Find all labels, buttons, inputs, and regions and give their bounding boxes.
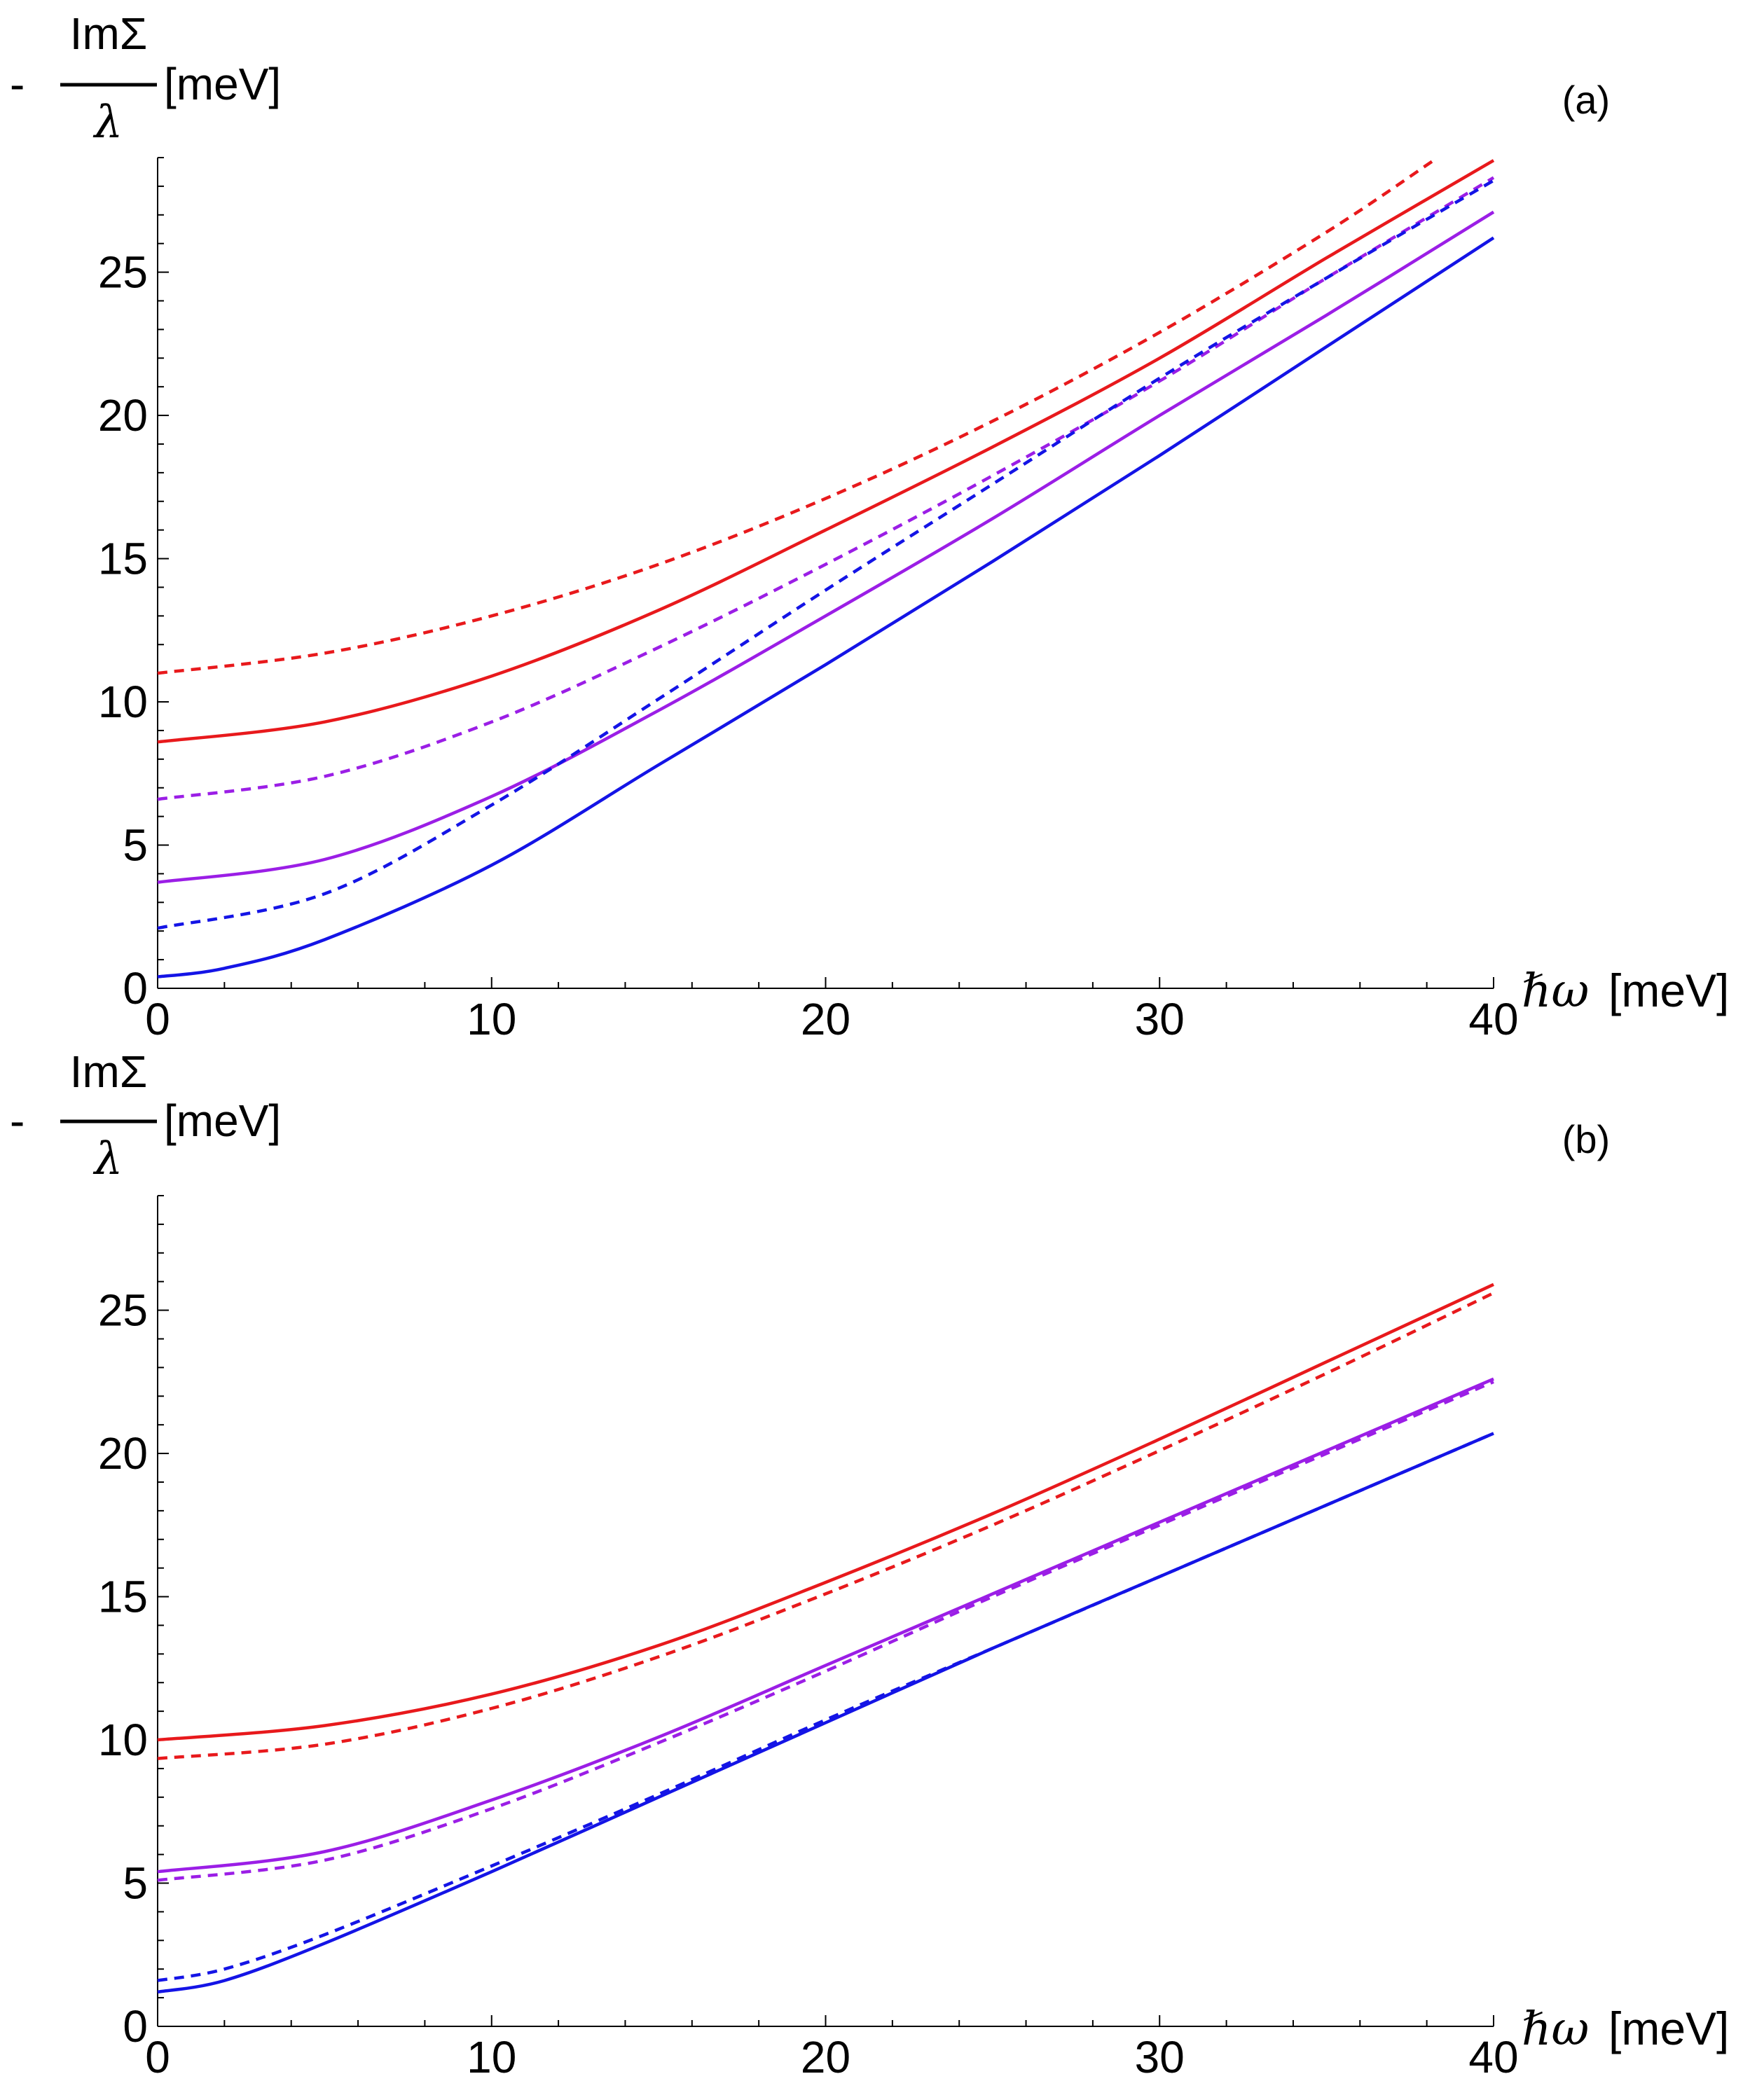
panel-b-xlabel-symbol: ℏω: [1522, 2002, 1589, 2056]
panel-b-y-tick-label: 25: [98, 1285, 148, 1336]
panel-b-x-tick-label: 40: [1468, 2032, 1518, 2082]
panel-a-x-tick-labels: 0 10 20 30 40: [145, 994, 1518, 1044]
panel-b-y-tick-labels: 0 5 10 15 20 25: [98, 1285, 148, 2052]
panel-a-y-tick-label: 10: [98, 677, 148, 727]
panel-b-blue-dashed-line: [157, 1432, 1494, 1982]
panel-a-y-tick-labels: 0 5 10 15 20 25: [98, 247, 148, 1014]
panel-b-blue-solid-line: [157, 1432, 1494, 1994]
panel-b-series: [157, 1282, 1494, 1994]
panel-b-red-solid-line: [157, 1282, 1494, 1742]
panel-a-x-tick-label: 40: [1468, 994, 1518, 1044]
panel-b-label: (b): [1562, 1117, 1610, 1161]
panel-a-red-dashed-line: [157, 159, 1435, 675]
panel-a-x-tick-label: 10: [467, 994, 516, 1044]
panel-b-x-tick-label: 10: [467, 2032, 516, 2082]
panel-b-y-tick-label: 20: [98, 1428, 148, 1479]
panel-a-xlabel: ℏω [meV]: [1522, 964, 1729, 1018]
panel-a-y-tick-label: 25: [98, 247, 148, 298]
panel-b-y-tick-label: 15: [98, 1572, 148, 1622]
panel-b-x-tick-label: 20: [801, 2032, 850, 2082]
panel-a-ticks: [157, 157, 1494, 989]
panel-a-xlabel-symbol: ℏω: [1522, 964, 1589, 1018]
panel-a-purple-dashed-line: [157, 176, 1495, 801]
panel-a-blue-dashed-line: [157, 179, 1495, 930]
panel-a-xlabel-unit: [meV]: [1608, 964, 1729, 1016]
panel-b-xlabel-unit: [meV]: [1608, 2003, 1729, 2054]
panel-b-x-tick-label: 0: [145, 2032, 170, 2082]
panel-b-ylabel: - ImΣ λ [meV]: [10, 1046, 281, 1185]
panel-a-ylabel-denominator: λ: [92, 97, 123, 148]
panel-a-purple-solid-line: [157, 210, 1495, 884]
panel-a-y-tick-label: 15: [98, 534, 148, 584]
panel-a-ylabel-sign: -: [10, 59, 25, 109]
panel-b-y-tick-label: 10: [98, 1715, 148, 1765]
panel-b-ylabel-unit: [meV]: [164, 1095, 281, 1146]
panel-a-ylabel-numerator: ImΣ: [70, 8, 148, 59]
panel-b: - ImΣ λ [meV] (b) 0 10 20 30 40 0 5: [10, 1046, 1729, 2082]
panel-a: - ImΣ λ [meV] (a) 0 10 20 30 40: [10, 8, 1729, 1044]
panel-a-x-tick-label: 0: [145, 994, 170, 1044]
panel-a-red-solid-line: [157, 159, 1495, 744]
panel-b-x-tick-labels: 0 10 20 30 40: [145, 2032, 1518, 2082]
panel-a-y-tick-label: 0: [123, 963, 148, 1014]
panel-b-ylabel-denominator: λ: [92, 1133, 123, 1185]
panel-a-x-tick-label: 20: [801, 994, 850, 1044]
panel-b-ylabel-sign: -: [10, 1095, 25, 1146]
panel-a-y-tick-label: 5: [123, 820, 148, 871]
panel-b-purple-solid-line: [157, 1377, 1494, 1874]
panel-a-ylabel: - ImΣ λ [meV]: [10, 8, 281, 148]
panel-a-label: (a): [1562, 78, 1610, 122]
panel-b-purple-dashed-line: [157, 1380, 1494, 1882]
panel-b-x-tick-label: 30: [1135, 2032, 1185, 2082]
panel-b-red-dashed-line: [157, 1291, 1494, 1760]
panel-a-y-tick-label: 20: [98, 390, 148, 441]
panel-a-ylabel-unit: [meV]: [164, 59, 281, 109]
panel-b-ticks: [157, 1195, 1494, 2027]
panel-b-y-tick-label: 5: [123, 1858, 148, 1909]
panel-a-blue-solid-line: [157, 236, 1495, 979]
panel-a-x-tick-label: 30: [1135, 994, 1185, 1044]
panel-b-ylabel-numerator: ImΣ: [70, 1046, 148, 1097]
panel-b-y-tick-label: 0: [123, 2001, 148, 2052]
panel-a-series: [157, 159, 1495, 979]
panel-b-xlabel: ℏω [meV]: [1522, 2002, 1729, 2056]
